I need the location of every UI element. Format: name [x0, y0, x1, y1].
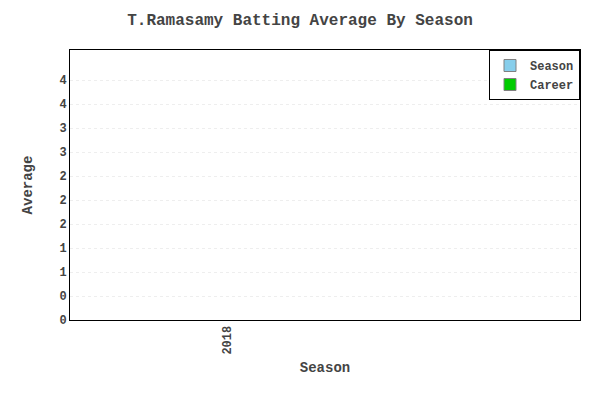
- svg-text:Season: Season: [530, 60, 573, 74]
- svg-text:4: 4: [59, 74, 66, 88]
- svg-text:3: 3: [59, 146, 66, 160]
- svg-text:0: 0: [59, 314, 66, 328]
- svg-text:Average: Average: [20, 156, 36, 215]
- svg-text:Career: Career: [530, 79, 573, 93]
- svg-text:0: 0: [59, 290, 66, 304]
- svg-text:T.Ramasamy Batting Average By: T.Ramasamy Batting Average By Season: [127, 12, 473, 30]
- svg-text:3: 3: [59, 122, 66, 136]
- svg-text:2: 2: [59, 194, 66, 208]
- svg-text:Season: Season: [300, 360, 350, 376]
- svg-text:2: 2: [59, 170, 66, 184]
- svg-text:4: 4: [59, 98, 66, 112]
- svg-text:1: 1: [59, 266, 66, 280]
- svg-text:1: 1: [59, 242, 66, 256]
- svg-text:2: 2: [59, 218, 66, 232]
- svg-text:2018: 2018: [221, 326, 235, 355]
